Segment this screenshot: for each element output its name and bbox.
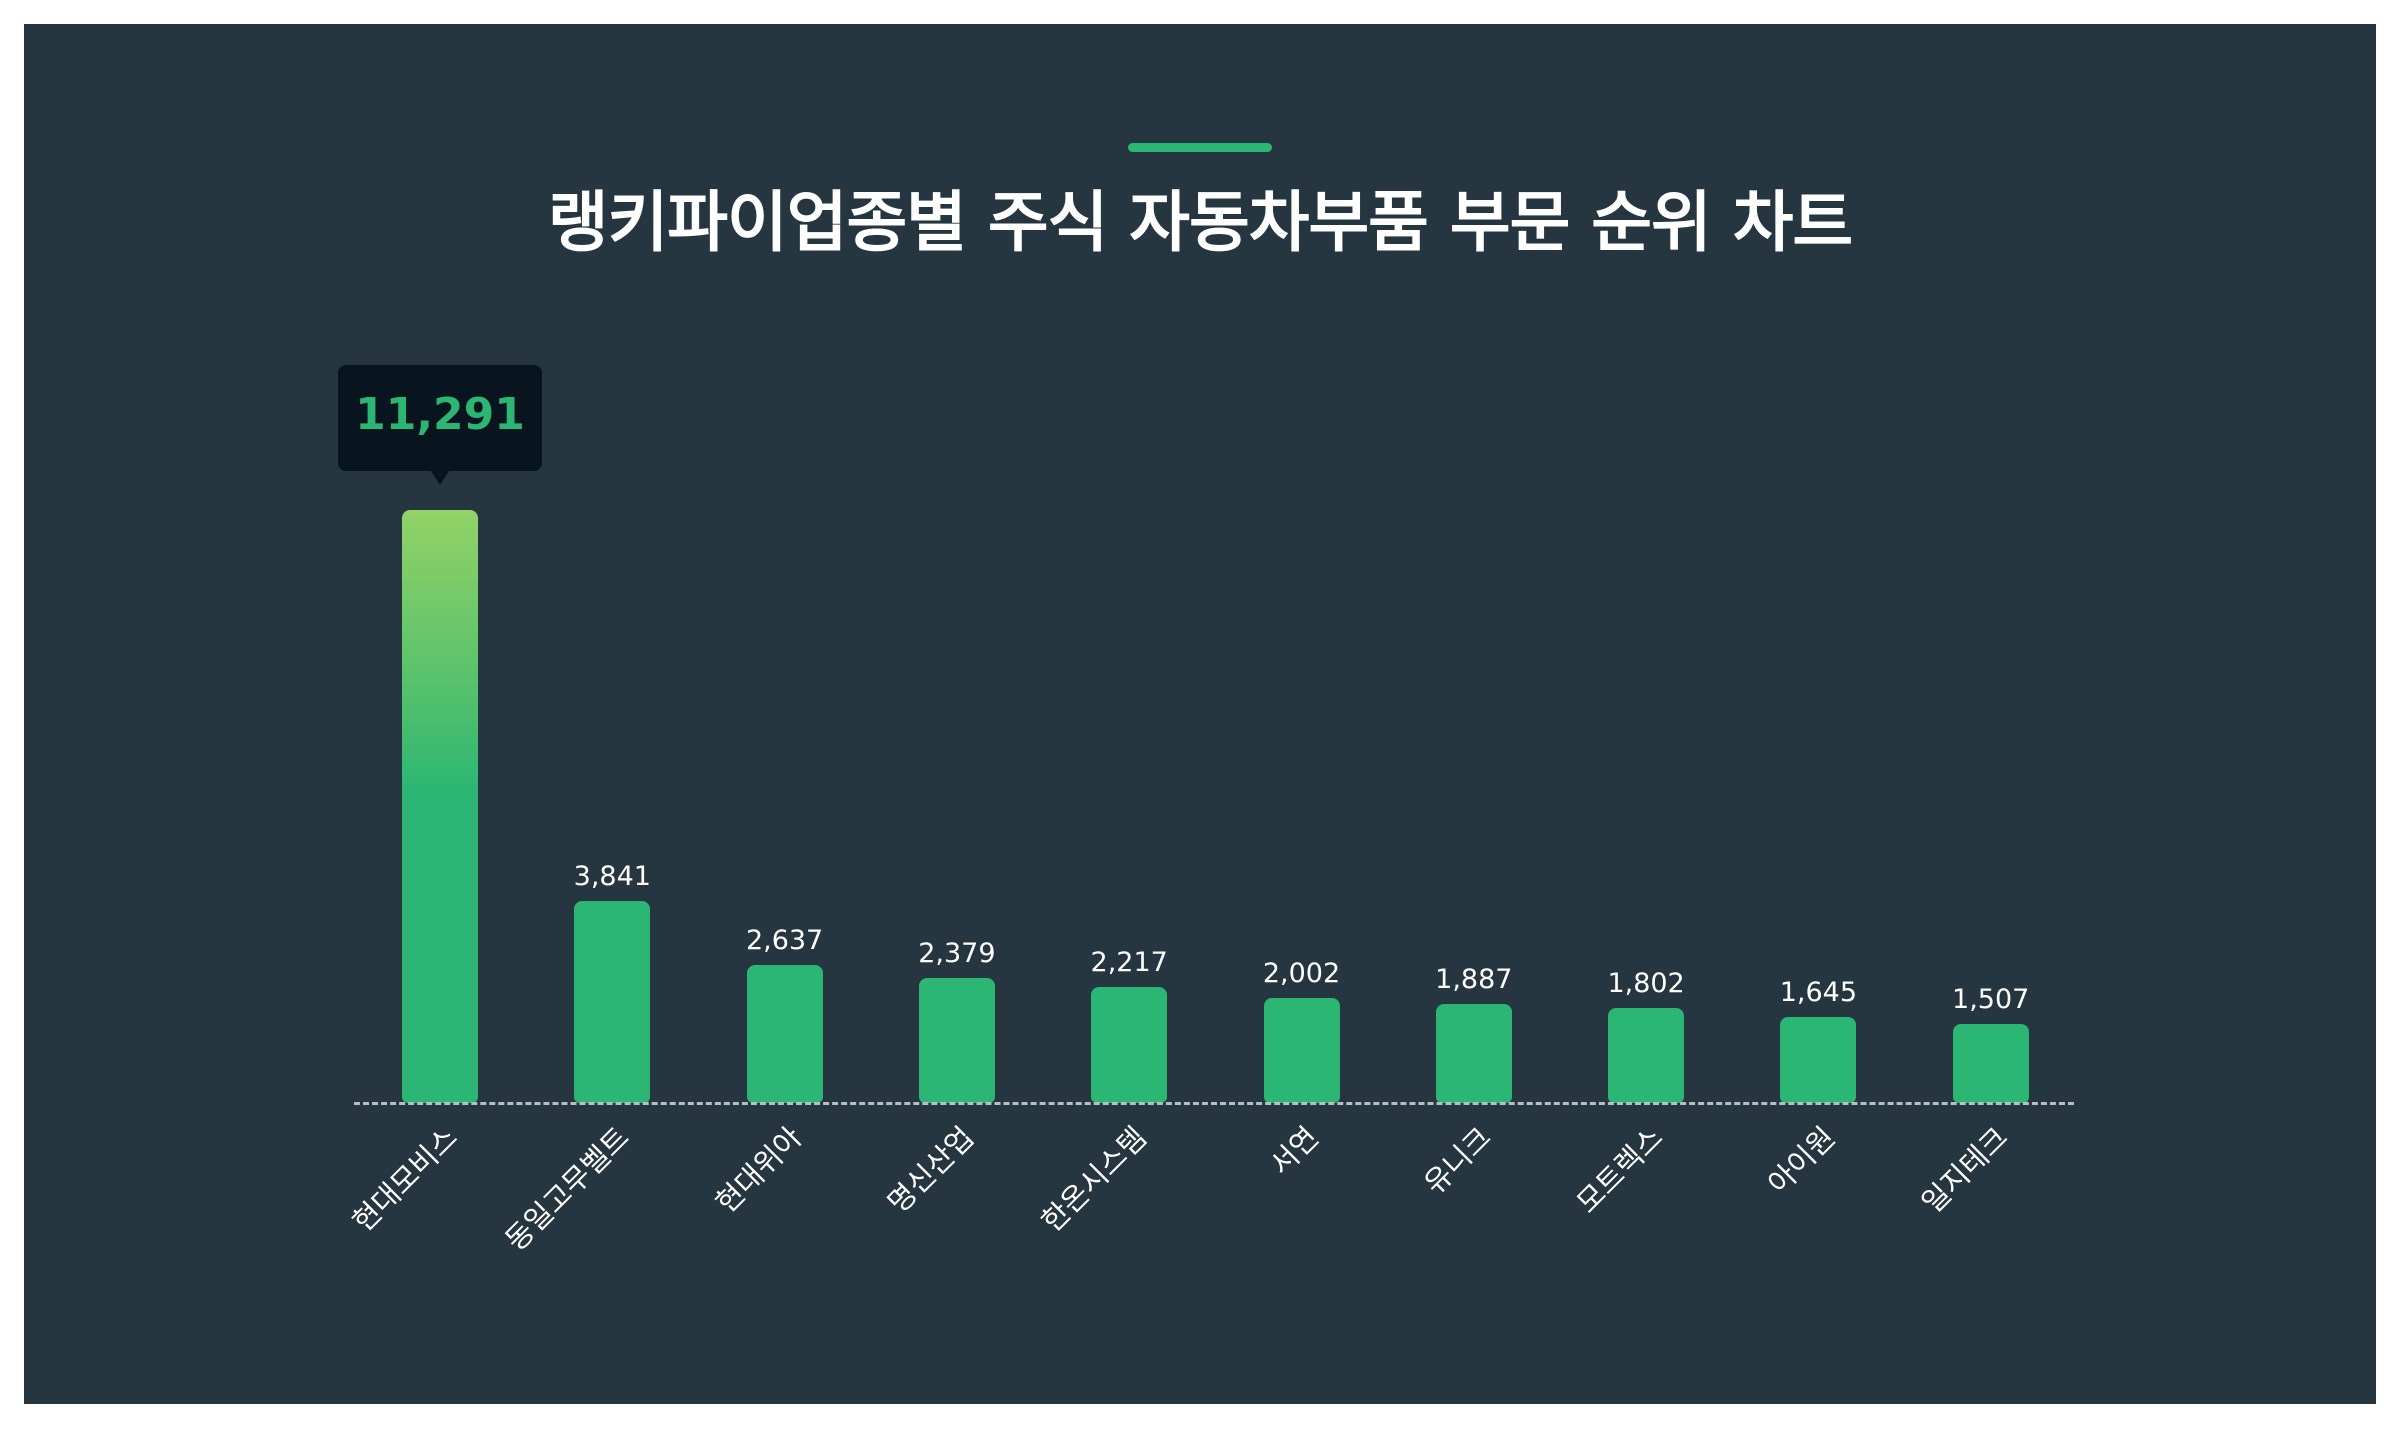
- bar-value-label: 3,841: [573, 861, 651, 892]
- bar-5[interactable]: [1091, 987, 1168, 1103]
- tooltip-value: 11,291: [355, 389, 525, 440]
- bar-4[interactable]: [918, 978, 995, 1103]
- bar-value-label: 2,379: [918, 938, 996, 969]
- bar-6[interactable]: [1263, 998, 1340, 1103]
- title-accent-bar: [1128, 143, 1272, 152]
- bar-value-label: 2,217: [1090, 947, 1168, 978]
- bar-3[interactable]: [746, 965, 823, 1103]
- bar-1[interactable]: [402, 510, 478, 1103]
- x-axis-baseline: [354, 1102, 2074, 1105]
- bar-value-label: 1,887: [1435, 964, 1513, 995]
- value-tooltip: 11,291: [338, 365, 542, 485]
- bar-10[interactable]: [1952, 1024, 2029, 1103]
- bar-value-label: 2,002: [1262, 958, 1341, 989]
- bar-8[interactable]: [1608, 1008, 1685, 1103]
- chart-title: 랭키파이업종별 주식 자동차부품 부문 순위 차트: [547, 184, 1853, 261]
- bar-value-label: 1,507: [1952, 984, 2030, 1015]
- bar-value-label: 1,802: [1607, 968, 1685, 999]
- bar-value-label: 2,637: [745, 925, 824, 956]
- bar-7[interactable]: [1435, 1004, 1512, 1103]
- bar-9[interactable]: [1780, 1017, 1857, 1103]
- bar-value-label: 1,645: [1779, 977, 1858, 1008]
- bar-2[interactable]: [574, 901, 651, 1103]
